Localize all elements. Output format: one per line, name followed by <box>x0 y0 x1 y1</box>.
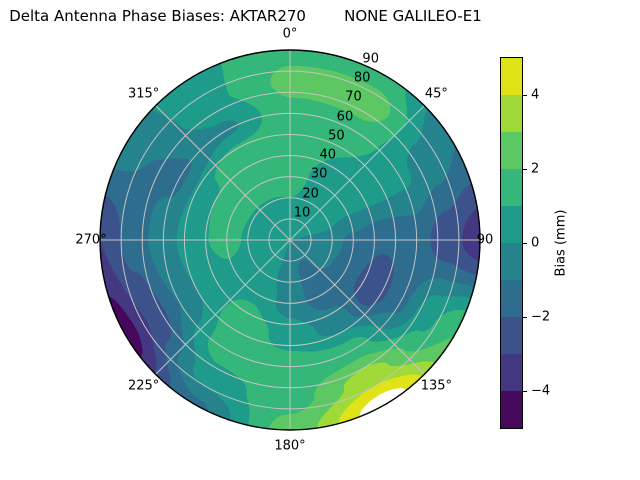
colorbar-tick <box>523 391 527 392</box>
colorbar-gradient <box>501 58 522 428</box>
azimuth-tick-label: 315° <box>127 86 160 102</box>
radial-tick-label: 60 <box>336 109 354 125</box>
radial-tick-label: 40 <box>319 147 337 163</box>
colorbar-tick-label: −2 <box>531 309 551 325</box>
colorbar-axis-label: Bias (mm) <box>553 209 569 277</box>
colorbar-segment <box>501 391 522 428</box>
azimuth-tick-label: 90 <box>476 232 494 248</box>
colorbar-tick-label: 0 <box>531 235 540 251</box>
colorbar-segment <box>501 169 522 206</box>
colorbar <box>500 57 523 429</box>
colorbar-segment <box>501 95 522 132</box>
colorbar-tick <box>523 95 527 96</box>
colorbar-segment <box>501 317 522 354</box>
colorbar-tick <box>523 317 527 318</box>
radial-tick-label: 20 <box>302 186 319 202</box>
azimuth-tick-label: 45° <box>424 86 448 102</box>
colorbar-tick-label: 2 <box>531 161 540 177</box>
colorbar-tick <box>523 169 527 170</box>
colorbar-tick-label: −4 <box>531 383 551 399</box>
radial-tick-label: 50 <box>328 128 345 144</box>
colorbar-segment <box>501 132 522 169</box>
colorbar-segment <box>501 206 522 243</box>
azimuth-tick-label: 270° <box>75 232 107 248</box>
colorbar-segment <box>501 354 522 391</box>
radial-tick-label: 90 <box>362 51 379 67</box>
chart-title: Delta Antenna Phase Biases: AKTAR270 NON… <box>9 7 482 25</box>
colorbar-segment <box>501 58 522 95</box>
azimuth-tick-label: 180° <box>274 438 306 454</box>
azimuth-tick-label: 135° <box>420 378 453 394</box>
radial-tick-label: 70 <box>345 89 362 105</box>
colorbar-tick-label: 4 <box>531 87 540 103</box>
colorbar-segment <box>501 280 522 317</box>
azimuth-tick-label: 225° <box>127 378 160 394</box>
colorbar-segment <box>501 243 522 280</box>
colorbar-tick <box>523 243 527 244</box>
azimuth-tick-label: 0° <box>282 26 298 42</box>
radial-tick-label: 30 <box>310 166 328 182</box>
radial-tick-label: 80 <box>353 70 371 86</box>
radial-tick-label: 10 <box>293 205 311 221</box>
